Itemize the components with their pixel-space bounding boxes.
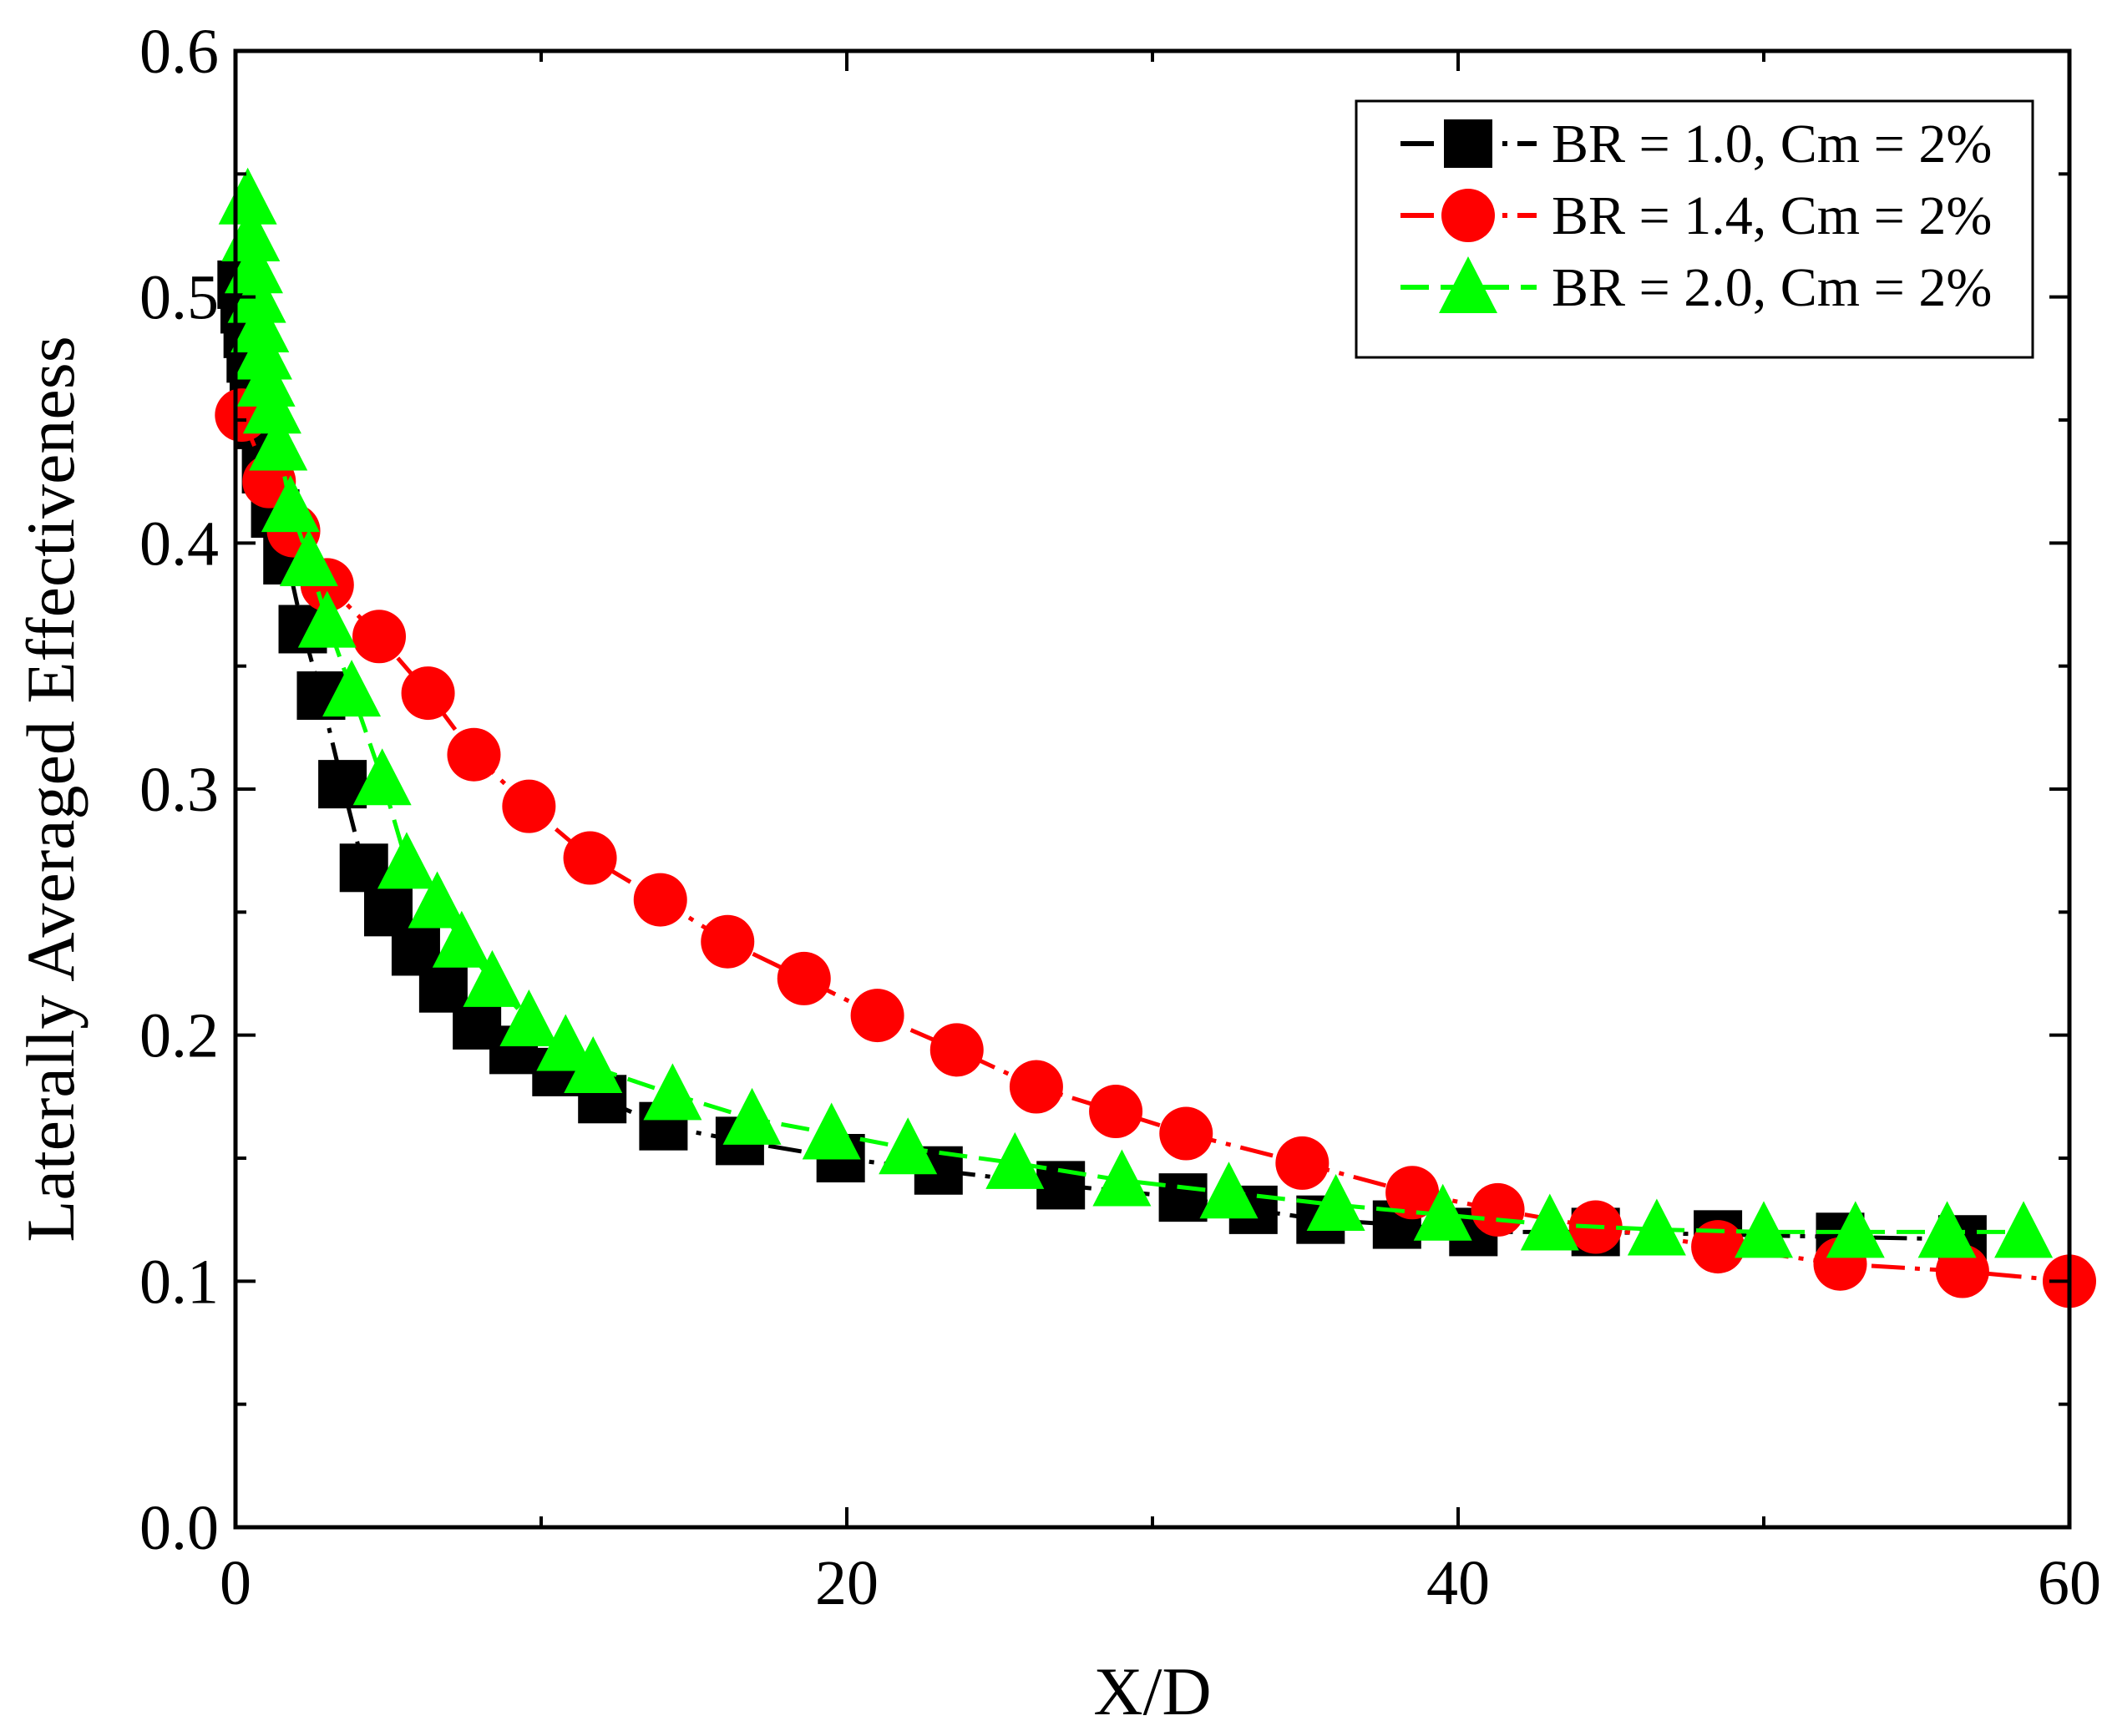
data-point: [1306, 1173, 1365, 1231]
data-point: [1385, 1166, 1440, 1220]
data-point: [502, 779, 556, 833]
data-point: [447, 727, 501, 782]
data-point: [564, 1035, 623, 1093]
data-point: [463, 949, 522, 1007]
x-tick-label: 40: [1426, 1548, 1490, 1618]
legend-marker: [1441, 189, 1495, 242]
axis-ticks: 0 20 40 60 0.0 0.1 0.2 0.3 0.4 0.5 0.6: [139, 17, 2101, 1618]
data-point: [1158, 1173, 1208, 1222]
data-point: [236, 349, 296, 407]
data-point: [1089, 1085, 1143, 1139]
x-axis-title: X/D: [1093, 1653, 1211, 1729]
data-point: [850, 989, 904, 1043]
data-point: [1471, 1182, 1525, 1237]
data-point: [1275, 1136, 1330, 1190]
data-point: [1009, 1060, 1063, 1114]
legend-marker: [1439, 256, 1497, 313]
data-point: [985, 1131, 1045, 1189]
data-point: [224, 236, 283, 294]
data-point: [633, 873, 687, 927]
data-point: [802, 1102, 861, 1160]
data-point: [401, 666, 455, 721]
data-point: [432, 910, 491, 968]
data-point: [1199, 1162, 1259, 1219]
data-point: [322, 660, 382, 717]
data-point: [242, 377, 301, 434]
series-line: [240, 414, 2070, 1283]
data-point: [722, 1087, 782, 1145]
legend-label: BR = 1.0, Cm = 2%: [1552, 114, 1992, 175]
data-point: [230, 296, 290, 353]
data-point: [643, 1063, 702, 1121]
x-tick-label: 20: [815, 1548, 879, 1618]
data-point: [408, 871, 467, 929]
data-point: [563, 831, 617, 885]
data-point: [249, 413, 308, 471]
data-point: [929, 1023, 984, 1077]
legend: BR = 1.0, Cm = 2% BR = 1.4, Cm = 2% BR = 2…: [1355, 99, 2034, 359]
data-point: [352, 610, 407, 664]
y-tick-label: 0.6: [139, 17, 219, 87]
data-point: [218, 167, 277, 225]
data-point: [1917, 1201, 1977, 1258]
y-tick-label: 0.2: [139, 1001, 219, 1071]
series-2: [215, 388, 2096, 1308]
data-point: [1627, 1198, 1686, 1256]
plot-content: [215, 167, 2096, 1308]
data-point: [1735, 1201, 1793, 1258]
data-point: [352, 748, 412, 806]
data-point: [777, 951, 831, 1005]
y-tick-label: 0.1: [139, 1247, 219, 1317]
x-tick-label: 60: [2038, 1548, 2101, 1618]
data-point: [879, 1117, 938, 1175]
data-point: [377, 832, 436, 889]
legend-label: BR = 2.0, Cm = 2%: [1552, 257, 1992, 318]
data-point: [279, 529, 338, 586]
data-point: [1994, 1201, 2054, 1258]
y-tick-label: 0.3: [139, 755, 219, 825]
data-point: [1092, 1149, 1152, 1207]
data-point: [227, 266, 286, 323]
data-point: [1691, 1220, 1745, 1274]
legend-marker: [1444, 119, 1492, 168]
data-point: [233, 322, 292, 380]
y-tick-label: 0.5: [139, 263, 219, 333]
data-point: [1826, 1201, 1885, 1258]
y-tick-label: 0.4: [139, 509, 219, 579]
data-point: [1413, 1183, 1472, 1241]
data-point: [1935, 1244, 1989, 1298]
x-tick-label: 0: [220, 1548, 251, 1618]
series-3: [218, 167, 2054, 1258]
data-point: [297, 590, 357, 648]
legend-label: BR = 1.4, Cm = 2%: [1552, 185, 1992, 246]
data-point: [1520, 1193, 1579, 1251]
data-point: [1159, 1106, 1213, 1161]
data-point: [499, 989, 559, 1046]
y-tick-label: 0.0: [139, 1493, 219, 1563]
y-axis-title: Laterally Averaged Effectiveness: [13, 336, 89, 1242]
data-point: [261, 475, 320, 533]
data-point: [536, 1014, 595, 1071]
data-point: [701, 914, 755, 969]
